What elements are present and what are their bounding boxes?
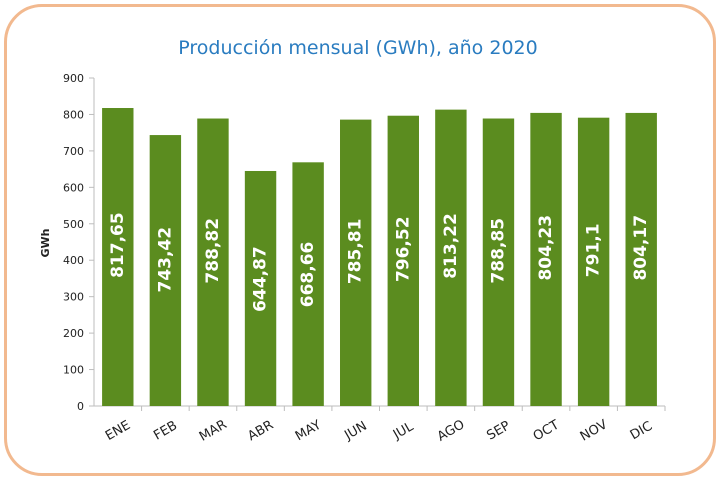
data-label: 813,22 [441,213,461,279]
data-label: 804,17 [631,215,651,281]
bar-nov [577,117,610,407]
data-label: 743,42 [155,227,175,293]
y-tick-label: 900 [63,72,84,85]
bar-feb [149,135,182,407]
chart-title: Producción mensual (GWh), año 2020 [178,37,537,59]
bar-oct [530,112,562,407]
data-label: 788,82 [203,218,223,284]
bar-jul [387,115,419,406]
bar-may [292,162,324,406]
x-tick-label: MAY [293,418,324,445]
bar-mar [197,118,229,407]
bar-jun [340,119,372,407]
y-tick-label: 400 [63,254,84,267]
bar-ago [435,109,467,406]
data-label: 788,85 [488,218,508,284]
y-tick-label: 600 [63,181,84,194]
y-axis-label: GWh [39,229,52,258]
x-tick-label: JUN [341,419,369,444]
x-tick-label: DIC [628,419,655,443]
y-tick-label: 200 [63,327,84,340]
bar-ene [102,108,134,407]
x-tick-label: JUL [390,419,417,443]
data-labels: 817,65 743,42 788,82 644,87 668,66 785,81 796,… [108,212,651,312]
y-tick-label: 100 [63,364,84,377]
x-tick-label: ENE [103,418,133,444]
data-label: 644,87 [251,246,271,312]
x-tick-label: MAR [197,417,230,445]
x-tick-label: NOV [578,417,610,444]
bar-dic [625,112,657,406]
bar-abr [244,170,277,406]
x-tick-label: FEB [151,418,180,443]
bars [102,108,657,407]
data-label: 668,66 [298,242,318,308]
data-label: 817,65 [108,212,128,278]
y-tick-label: 300 [63,291,84,304]
x-tick-label: SEP [484,418,513,443]
y-tick-label: 700 [63,145,84,158]
y-axis: 0 100 200 300 400 500 600 700 800 900 [63,72,95,413]
data-label: 791,1 [584,223,604,277]
x-tick-label: ABR [245,418,276,444]
x-tick-label: AGO [435,417,468,444]
y-tick-label: 800 [63,108,84,121]
bar-sep [482,118,515,407]
x-axis: ENE FEB MAR ABR MAY JUN JUL AGO SEP OCT NOV DIC [94,405,666,445]
y-tick-label: 0 [77,400,84,413]
data-label: 796,52 [393,216,413,282]
data-label: 785,81 [346,219,366,285]
y-tick-label: 500 [63,218,84,231]
x-tick-label: OCT [531,418,562,445]
data-label: 804,23 [536,215,556,281]
